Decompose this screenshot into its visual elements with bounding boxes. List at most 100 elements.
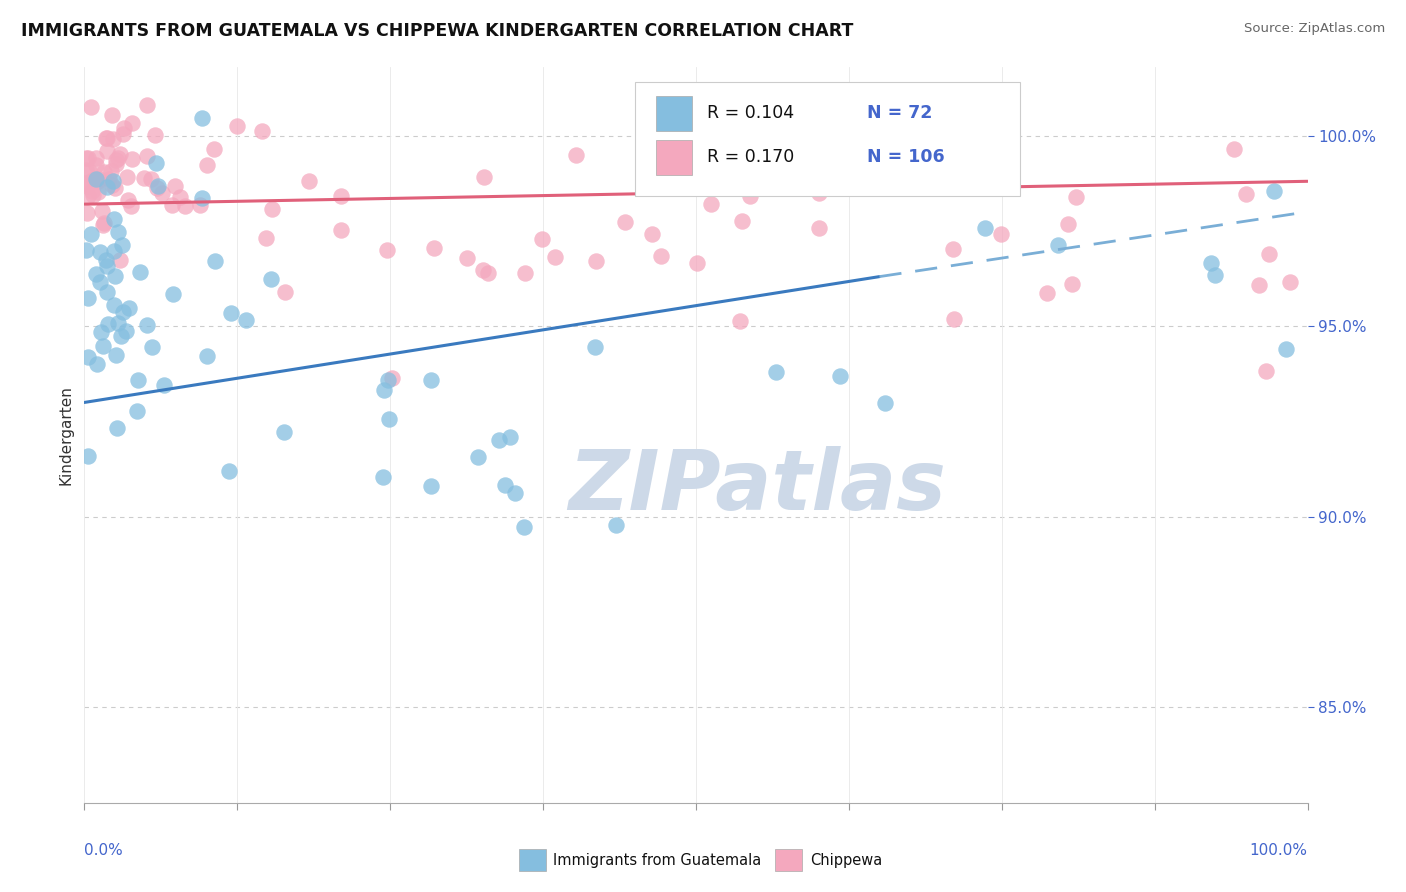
Point — [76, 152, 98, 166]
Point — [110, 147, 132, 161]
Point — [174, 199, 197, 213]
Point — [544, 250, 567, 264]
Point — [163, 179, 186, 194]
Text: 100.0%: 100.0% — [1250, 843, 1308, 858]
Bar — [655, 95, 692, 131]
Bar — [776, 849, 803, 871]
Point — [148, 179, 170, 194]
Point — [104, 181, 127, 195]
Point — [75, 244, 97, 258]
Point — [274, 285, 297, 300]
Point — [112, 120, 135, 135]
Text: 0.0%: 0.0% — [84, 843, 124, 858]
Point — [191, 191, 214, 205]
Point — [190, 111, 212, 125]
Point — [105, 348, 128, 362]
Point — [146, 181, 169, 195]
Point — [160, 198, 183, 212]
Point — [202, 142, 225, 156]
Point — [118, 301, 141, 315]
Point — [107, 225, 129, 239]
Point — [873, 396, 896, 410]
Point — [76, 350, 98, 364]
Point — [101, 132, 124, 146]
Point — [93, 165, 115, 179]
Point — [1047, 237, 1070, 252]
Point — [499, 430, 522, 444]
Point — [76, 206, 98, 220]
Point — [162, 287, 184, 301]
Point — [90, 325, 112, 339]
Point — [1036, 285, 1059, 300]
Point — [153, 377, 176, 392]
Point — [87, 186, 110, 200]
Point — [373, 384, 395, 398]
Point — [472, 169, 495, 184]
Point — [97, 317, 120, 331]
Point — [419, 373, 441, 387]
FancyBboxPatch shape — [636, 81, 1021, 195]
Text: Source: ZipAtlas.com: Source: ZipAtlas.com — [1244, 22, 1385, 36]
Point — [145, 156, 167, 170]
Point — [86, 158, 108, 172]
Point — [1062, 277, 1084, 291]
Point — [942, 243, 965, 257]
Point — [330, 223, 353, 237]
Point — [375, 244, 398, 258]
Point — [96, 145, 118, 159]
Point — [1000, 174, 1022, 188]
Point — [756, 170, 779, 185]
Point — [169, 190, 191, 204]
Text: R = 0.104: R = 0.104 — [707, 104, 794, 122]
Point — [731, 214, 754, 228]
Point — [91, 338, 114, 352]
Y-axis label: Kindergarten: Kindergarten — [58, 385, 73, 484]
Point — [105, 421, 128, 435]
Point — [423, 241, 446, 255]
Point — [378, 412, 401, 426]
Point — [77, 188, 100, 202]
Text: ZIPatlas: ZIPatlas — [568, 446, 946, 527]
Point — [91, 203, 114, 218]
Point — [135, 149, 157, 163]
Point — [695, 178, 717, 193]
Point — [973, 221, 995, 235]
Point — [105, 156, 128, 170]
Point — [75, 176, 97, 190]
Text: Immigrants from Guatemala: Immigrants from Guatemala — [553, 853, 761, 868]
Point — [110, 328, 132, 343]
Point — [1263, 185, 1285, 199]
Point — [104, 268, 127, 283]
Point — [82, 188, 104, 202]
Point — [583, 340, 606, 354]
Point — [150, 186, 173, 200]
Point — [513, 520, 536, 534]
Point — [76, 179, 98, 194]
Point — [77, 291, 100, 305]
Point — [1056, 217, 1078, 231]
Point — [1257, 247, 1279, 261]
Point — [75, 151, 97, 165]
Point — [111, 127, 134, 141]
Point — [188, 198, 211, 212]
Point — [97, 172, 120, 186]
Point — [89, 275, 111, 289]
Point — [89, 245, 111, 260]
Point — [808, 186, 831, 201]
Point — [488, 434, 510, 448]
Point — [94, 131, 117, 145]
Point — [96, 260, 118, 274]
Point — [143, 128, 166, 142]
Point — [256, 230, 278, 244]
Point — [103, 244, 125, 258]
Point — [420, 479, 443, 493]
Point — [298, 174, 321, 188]
Point — [1199, 256, 1222, 270]
Point — [129, 265, 152, 279]
Point — [828, 369, 851, 384]
Text: N = 72: N = 72 — [868, 104, 932, 122]
Point — [513, 266, 536, 280]
Point — [136, 318, 159, 332]
Point — [260, 272, 283, 286]
Text: R = 0.170: R = 0.170 — [707, 148, 794, 167]
